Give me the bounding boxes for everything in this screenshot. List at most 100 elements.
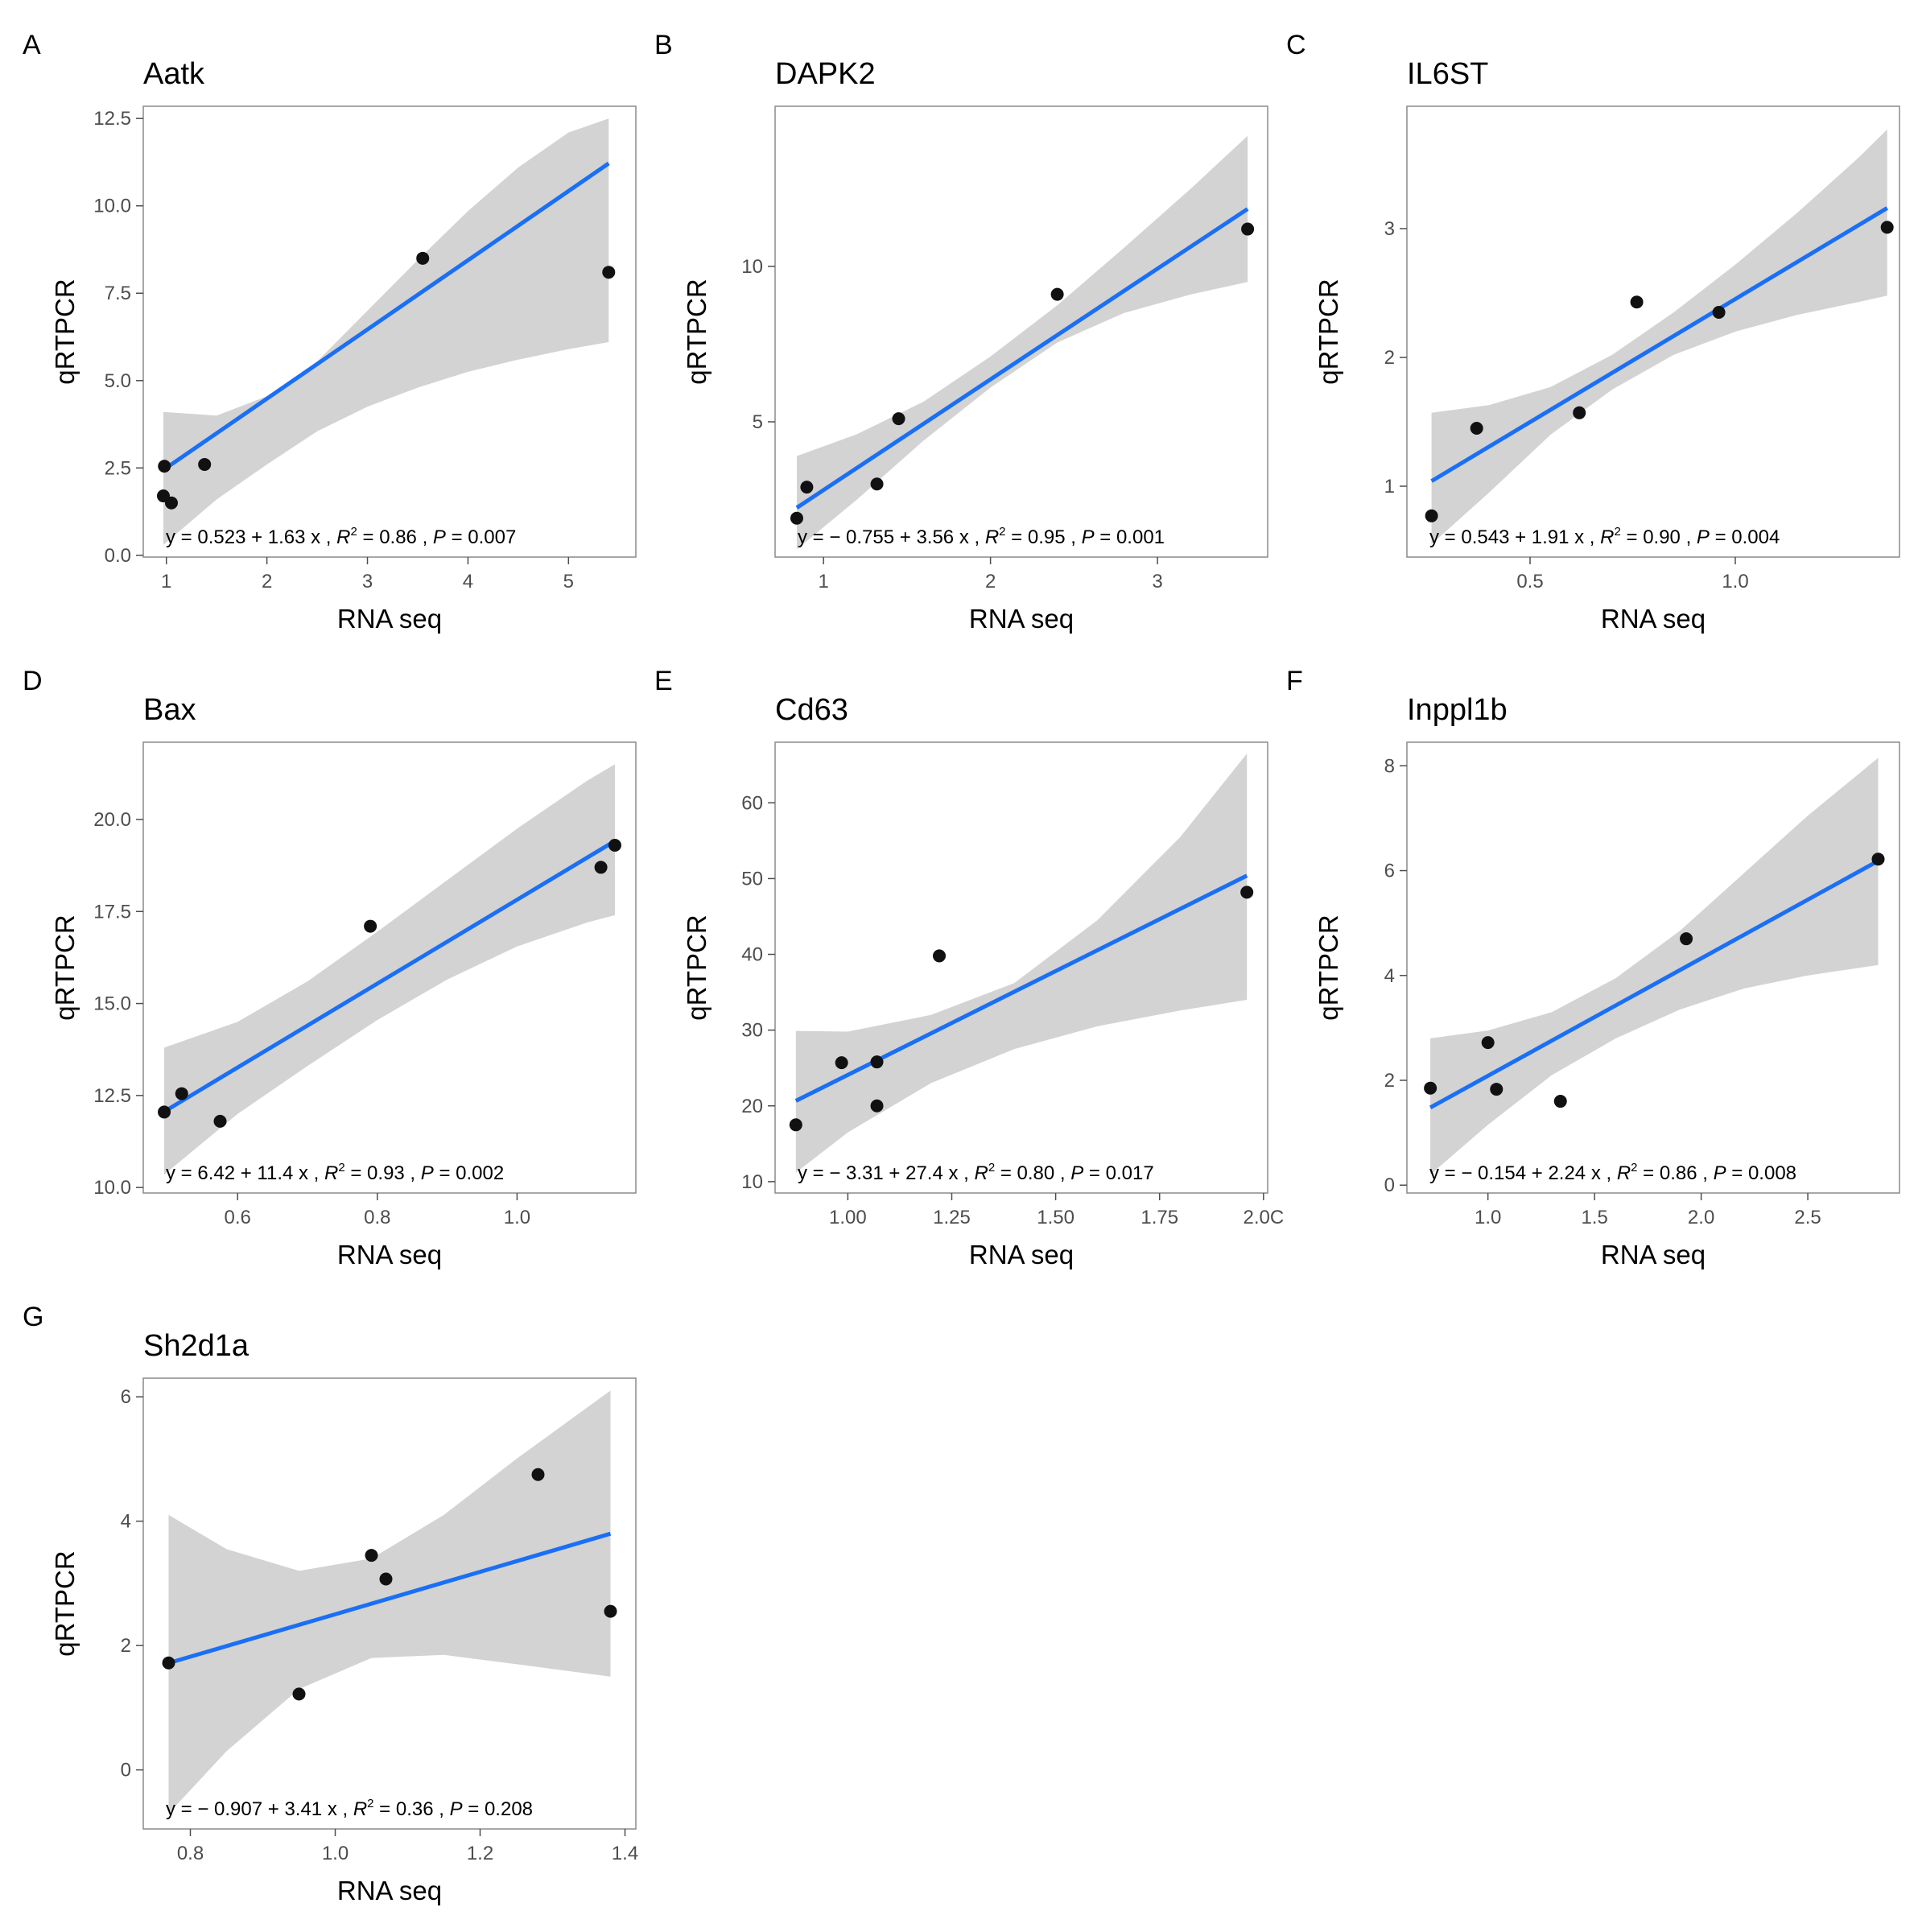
panel-title-aatk: Aatk — [143, 57, 205, 91]
y-axis-title: qRTPCR — [682, 914, 712, 1020]
plot-border — [774, 105, 1268, 558]
confidence-band — [1430, 758, 1879, 1175]
data-point-3 — [213, 1114, 227, 1128]
data-point-5 — [1712, 306, 1726, 319]
equation-p-value: = 0.008 — [1726, 1162, 1796, 1184]
y-tick-label: 6 — [121, 1386, 131, 1408]
equation-r2-value: = 0.93 , — [345, 1162, 421, 1184]
plot-border — [1406, 105, 1900, 558]
x-tick-label: 0.6 — [225, 1207, 251, 1228]
data-point-5 — [1050, 287, 1064, 301]
x-tick-label: 1.0 — [1722, 571, 1748, 592]
confidence-band — [795, 753, 1248, 1173]
regression-equation: y = 0.543 + 1.91 x , R2 = 0.90 , P = 0.0… — [1429, 525, 1780, 548]
confidence-band — [797, 135, 1248, 550]
data-point-4 — [892, 412, 905, 426]
y-tick-label: 8 — [1384, 755, 1395, 777]
equation-lead: y = 6.42 + 11.4 x , — [166, 1162, 324, 1184]
data-point-6 — [1880, 221, 1894, 234]
x-tick-label: 1.4 — [612, 1843, 638, 1864]
y-tick-label: 2 — [1384, 1070, 1395, 1092]
data-point-1 — [789, 1118, 802, 1132]
equation-r2-value: = 0.90 , — [1621, 526, 1697, 548]
y-axis-title: qRTPCR — [50, 279, 80, 384]
x-tick-label: 1 — [161, 571, 171, 592]
y-tick-label: 20.0 — [93, 809, 131, 831]
data-point-1 — [162, 1656, 175, 1670]
panel-cd63: E Cd63 1.00 1.25 1.50 1.75 2.0C 10 20 30 40 50 60 RNA… — [654, 666, 1284, 1269]
panel-letter-g: G — [23, 1302, 43, 1332]
regression-equation: y = 0.523 + 1.63 x , R2 = 0.86 , P = 0.0… — [166, 525, 516, 548]
x-tick-label: 3 — [1152, 571, 1162, 592]
panel-letter-f: F — [1286, 666, 1303, 696]
equation-r-superscript: 2 — [988, 1161, 995, 1174]
panel-sh2d1a: G Sh2d1a 0.8 1.0 1.2 1.4 0 2 4 6 RNA seq qRTPCR y = … — [23, 1302, 638, 1905]
y-tick-label: 2 — [1384, 347, 1395, 369]
panel-title-dapk2: DAPK2 — [775, 57, 876, 91]
equation-lead: y = 0.543 + 1.91 x , — [1429, 526, 1600, 548]
equation-p-value: = 0.004 — [1710, 526, 1780, 548]
y-axis-title: qRTPCR — [1314, 279, 1343, 384]
y-tick-label: 0 — [1384, 1174, 1395, 1196]
y-tick-label: 2 — [121, 1635, 131, 1657]
equation-r2-value: = 0.95 , — [1006, 526, 1082, 548]
panel-title-bax: Bax — [143, 693, 196, 727]
equation-lead: y = − 3.31 + 27.4 x , — [798, 1162, 974, 1184]
x-axis-title: RNA seq — [969, 604, 1074, 634]
equation-lead: y = − 0.907 + 3.41 x , — [166, 1798, 353, 1820]
regression-equation: y = − 3.31 + 27.4 x , R2 = 0.80 , P = 0.… — [798, 1161, 1154, 1184]
x-tick-label: 2.0C — [1243, 1207, 1284, 1228]
x-axis-title: RNA seq — [1601, 604, 1706, 634]
regression-equation: y = − 0.154 + 2.24 x , R2 = 0.86 , P = 0… — [1429, 1161, 1796, 1184]
equation-r-superscript: 2 — [367, 1797, 373, 1810]
panel-title-il6st: IL6ST — [1407, 57, 1488, 91]
regression-line — [795, 207, 1249, 510]
y-tick-label: 10.0 — [93, 196, 131, 217]
y-axis-title: qRTPCR — [682, 279, 712, 384]
data-point-5 — [933, 949, 946, 963]
data-point-1 — [790, 511, 803, 525]
equation-r: R — [353, 1798, 367, 1820]
y-tick-label: 4 — [1384, 965, 1395, 987]
equation-p: P — [1697, 526, 1710, 548]
x-axis-title: RNA seq — [337, 604, 442, 634]
y-tick-label: 7.5 — [105, 283, 131, 304]
data-point-6 — [608, 839, 621, 852]
y-tick-label: 1 — [1384, 476, 1395, 497]
equation-r: R — [1617, 1162, 1631, 1184]
y-tick-label: 40 — [741, 944, 763, 966]
equation-lead: y = − 0.154 + 2.24 x , — [1429, 1162, 1617, 1184]
equation-r-superscript: 2 — [351, 525, 357, 539]
x-axis-title: RNA seq — [337, 1240, 442, 1269]
panel-letter-a: A — [23, 30, 41, 60]
x-axis-title: RNA seq — [969, 1240, 1074, 1269]
confidence-band — [168, 1390, 611, 1814]
regression-equation: y = 6.42 + 11.4 x , R2 = 0.93 , P = 0.00… — [166, 1161, 504, 1184]
equation-r2-value: = 0.86 , — [1638, 1162, 1714, 1184]
x-tick-label: 1.75 — [1140, 1207, 1178, 1228]
x-tick-label: 1.0 — [322, 1843, 349, 1864]
x-tick-label: 0.8 — [364, 1207, 390, 1228]
panel-title-inppl1b: Inppl1b — [1407, 693, 1508, 727]
regression-line — [163, 839, 617, 1113]
data-point-1 — [158, 460, 171, 473]
panel-letter-e: E — [654, 666, 673, 696]
equation-p-value: = 0.017 — [1083, 1162, 1153, 1184]
x-tick-label: 1.50 — [1037, 1207, 1074, 1228]
data-point-2 — [1481, 1036, 1495, 1050]
x-tick-label: 4 — [463, 571, 473, 592]
equation-p: P — [421, 1162, 434, 1184]
y-axis-title: qRTPCR — [1314, 914, 1343, 1020]
equation-r2-value: = 0.86 , — [357, 526, 433, 548]
data-point-1 — [1424, 1081, 1437, 1095]
equation-p: P — [1714, 1162, 1726, 1184]
x-axis-title: RNA seq — [337, 1876, 442, 1905]
x-tick-label: 1.5 — [1581, 1207, 1607, 1228]
equation-lead: y = − 0.755 + 3.56 x , — [798, 526, 985, 548]
data-point-2 — [175, 1087, 188, 1100]
data-point-1 — [158, 1105, 171, 1119]
data-point-3 — [1490, 1083, 1503, 1096]
regression-equation: y = − 0.755 + 3.56 x , R2 = 0.95 , P = 0… — [798, 525, 1165, 548]
panel-dapk2: B DAPK2 1 2 3 5 10 RNA seq qRTPCR y = − 0.755 + 3… — [654, 30, 1268, 634]
data-point-2 — [1470, 422, 1483, 435]
